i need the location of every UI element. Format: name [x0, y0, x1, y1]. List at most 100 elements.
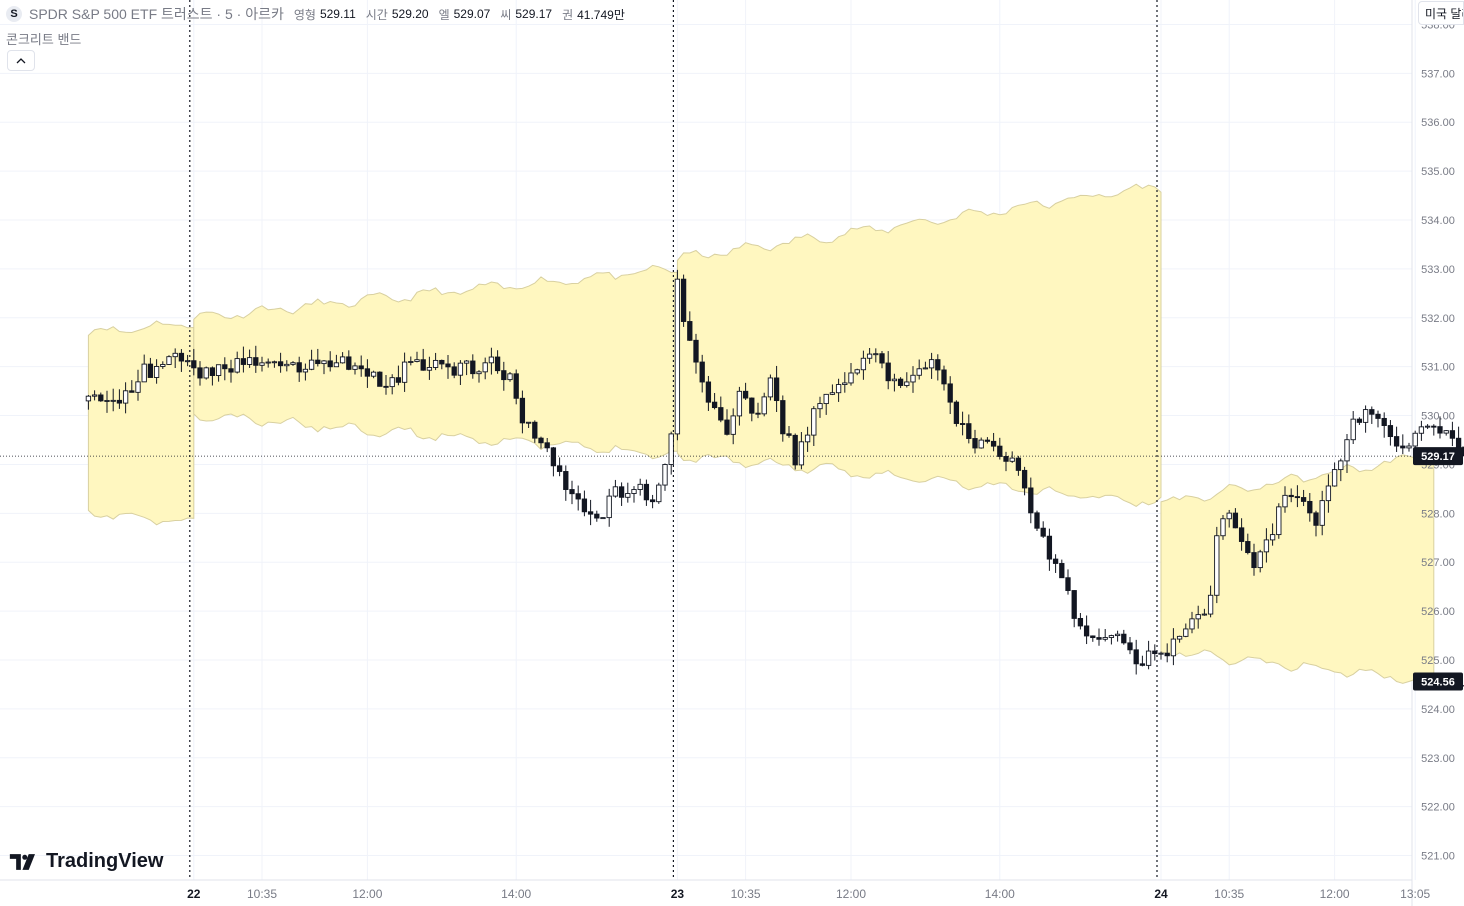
candle-body [705, 381, 712, 403]
candle-body [1170, 638, 1177, 657]
price-axis[interactable]: 521.00 522.00 523.00 524.00 525.00 526.00 527.… [1421, 19, 1455, 862]
candle-body [904, 381, 910, 386]
price-tick-label: 537.00 [1421, 68, 1455, 80]
candle-body [1207, 594, 1214, 615]
candle-body [625, 493, 631, 498]
collapse-legend-button[interactable] [7, 50, 35, 71]
band-lower-label: 524.56 [1421, 677, 1455, 689]
volume-label: 권 [562, 7, 574, 22]
candle-body [1424, 425, 1431, 428]
candle-body [761, 396, 767, 415]
candle-body [922, 367, 929, 370]
candle-body [1431, 425, 1437, 428]
candle-body [649, 499, 656, 503]
time-tick-label: 14:00 [985, 887, 1015, 901]
price-tick-label: 525.00 [1421, 655, 1455, 667]
candle-body [1195, 614, 1201, 620]
candle-body [1028, 487, 1034, 514]
candle-body [1437, 426, 1443, 434]
candle-body [544, 442, 550, 449]
candle-body [1232, 512, 1239, 529]
candle-body [1362, 409, 1369, 423]
candle-body [147, 363, 154, 378]
candle-body [457, 362, 464, 376]
candle-body [383, 385, 389, 388]
candle-body [897, 378, 904, 386]
time-tick-label: 23 [671, 887, 685, 901]
candles [85, 269, 1464, 675]
candle-body [1443, 430, 1449, 434]
price-tick-label: 536.00 [1421, 117, 1455, 129]
candle-body [854, 369, 860, 374]
candle-body [1059, 563, 1065, 579]
candle-body [1313, 512, 1319, 526]
price-tick-label: 527.00 [1421, 557, 1455, 569]
candle-body [1046, 535, 1053, 560]
currency-button[interactable]: 미국 달러 [1418, 1, 1464, 25]
candle-body [1393, 436, 1400, 447]
low-label: 엘 [438, 7, 450, 22]
candle-body [1331, 469, 1338, 487]
candle-body [116, 399, 123, 404]
symbol-title[interactable]: SPDR S&P 500 ETF 트러스트 · 5 · 아르카 [29, 6, 284, 22]
candle-body [1350, 418, 1356, 441]
candle-body [1133, 649, 1139, 665]
candle-body [1145, 650, 1152, 666]
candle-body [966, 423, 972, 439]
candle-body [1245, 541, 1251, 554]
candle-body [1220, 518, 1226, 537]
candle-body [668, 433, 674, 465]
candle-body [1127, 642, 1133, 651]
candle-body [1257, 551, 1263, 569]
candle-body [1021, 469, 1028, 489]
candle-body [879, 353, 885, 364]
candle-body [222, 364, 228, 370]
candle-body [724, 419, 730, 435]
symbol-badge-icon[interactable]: S [6, 6, 22, 22]
candle-body [370, 371, 377, 377]
tradingview-logo[interactable]: TradingView [8, 850, 163, 873]
candle-body [1344, 439, 1350, 462]
candle-body [1288, 494, 1294, 498]
candle-body [339, 356, 346, 364]
candle-body [98, 394, 104, 402]
candle-body [1108, 635, 1115, 638]
logo-text: TradingView [46, 850, 164, 872]
candle-body [122, 390, 129, 404]
candle-body [798, 441, 805, 466]
low-value: 529.07 [453, 7, 491, 21]
time-tick-label: 10:35 [247, 887, 277, 901]
candle-body [928, 359, 935, 369]
candle-body [581, 498, 588, 513]
candle-body [550, 447, 557, 467]
candle-body [538, 437, 544, 444]
candle-body [656, 484, 662, 503]
candle-body [445, 363, 451, 368]
candle-body [358, 365, 364, 370]
candle-body [321, 360, 327, 365]
candle-body [1139, 663, 1146, 666]
candle-body [594, 513, 600, 519]
time-axis[interactable]: 22 10:35 12:00 14:00 23 10:35 12:00 14:00 24 10:3… [187, 887, 1430, 901]
candle-body [414, 359, 420, 362]
candle-body [910, 374, 916, 383]
candle-body [240, 358, 247, 365]
candle-body [842, 382, 848, 385]
candle-body [959, 423, 966, 425]
symbol-legend: S SPDR S&P 500 ETF 트러스트 · 5 · 아르카 영형 529.… [6, 4, 625, 24]
indicator-name[interactable]: 콘크리트 밴드 [6, 32, 82, 47]
candle-body [662, 464, 668, 486]
candle-body [792, 434, 798, 466]
time-tick-label: 22 [187, 887, 201, 901]
candle-body [85, 395, 92, 402]
candle-body [742, 390, 749, 399]
candle-body [860, 357, 867, 371]
candle-body [848, 372, 854, 384]
candle-body [476, 371, 482, 375]
candle-body [866, 353, 873, 359]
candle-body [1406, 445, 1412, 449]
candle-body [1102, 637, 1108, 640]
band-lower-label-bg [1413, 672, 1463, 691]
candle-body [1096, 637, 1102, 640]
